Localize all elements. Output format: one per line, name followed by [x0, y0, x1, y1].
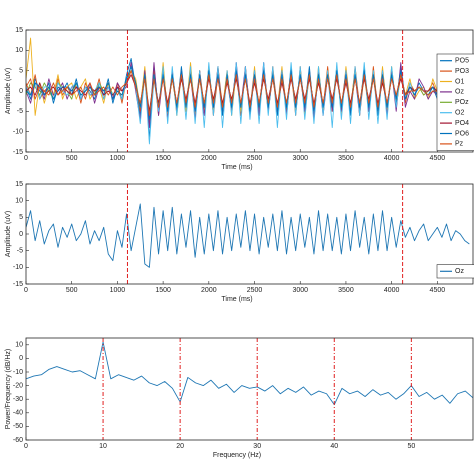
legend-label: PO6	[455, 130, 469, 137]
legend-box	[436, 264, 474, 279]
data-line	[26, 341, 473, 406]
y-tick-label: 15	[15, 27, 23, 34]
legend: PO5 PO3 O1 Oz POz O2 PO4 PO6 Pz	[436, 53, 474, 151]
x-tick-label: 10	[99, 443, 107, 450]
x-axis-label: Time (ms)	[221, 296, 252, 303]
y-axis-label: Power/Frequency (dB/Hz)	[5, 349, 12, 430]
legend-label: PO4	[455, 120, 469, 127]
x-tick-label: 0	[24, 443, 28, 450]
x-tick-label: 1500	[155, 155, 171, 162]
y-tick-label: -30	[13, 396, 23, 403]
x-tick-label: 3500	[338, 287, 354, 294]
y-tick-label: -40	[13, 410, 23, 417]
legend: Oz	[436, 264, 474, 279]
x-tick-label: 1500	[155, 287, 171, 294]
x-tick-label: 2500	[247, 155, 263, 162]
legend-label: O1	[455, 78, 464, 85]
y-tick-label: -10	[13, 369, 23, 376]
x-tick-label: 0	[24, 155, 28, 162]
y-tick-label: -5	[17, 248, 23, 255]
x-axis-label: Frequency (Hz)	[213, 452, 261, 459]
plot-area	[26, 184, 470, 284]
legend-label: Oz	[455, 89, 464, 96]
y-tick-label: -15	[13, 149, 23, 156]
y-tick-label: -50	[13, 423, 23, 430]
y-tick-label: -5	[17, 108, 23, 115]
y-tick-label: -20	[13, 382, 23, 389]
legend-label: PO5	[455, 58, 469, 65]
y-tick-label: 5	[19, 68, 23, 75]
legend-label: Pz	[455, 141, 464, 148]
x-tick-label: 4000	[384, 287, 400, 294]
panel: 0 500 1000 1500 2000 2500 3000 3500 4000 4500 -15 -…	[5, 27, 474, 171]
x-tick-label: 2500	[247, 287, 263, 294]
x-tick-label: 2000	[201, 287, 217, 294]
y-tick-label: 10	[15, 47, 23, 54]
legend-label: POz	[455, 99, 469, 106]
y-tick-label: 5	[19, 214, 23, 221]
y-tick-label: 10	[15, 342, 23, 349]
x-tick-label: 50	[407, 443, 415, 450]
panel: 0 10 20 30 40 50 -60 -50 -40 -30 -20 -10 0 10 Frequenc…	[5, 337, 474, 459]
x-tick-label: 1000	[110, 287, 126, 294]
y-tick-label: 0	[19, 355, 23, 362]
y-tick-label: -60	[13, 437, 23, 444]
x-axis-label: Time (ms)	[221, 164, 252, 171]
y-axis-label: Amplitude (uV)	[5, 68, 12, 114]
x-tick-label: 500	[66, 287, 78, 294]
y-tick-label: -15	[13, 281, 23, 288]
x-tick-label: 4000	[384, 155, 400, 162]
plot-area	[26, 30, 470, 152]
x-tick-label: 3000	[292, 287, 308, 294]
plot-frame	[25, 337, 474, 441]
y-tick-label: 10	[15, 198, 23, 205]
x-tick-label: 1000	[110, 155, 126, 162]
legend-label: O2	[455, 110, 464, 117]
y-tick-label: 0	[19, 88, 23, 95]
data-line	[26, 70, 470, 116]
y-tick-label: 0	[19, 231, 23, 238]
x-tick-label: 0	[24, 287, 28, 294]
plot-background	[26, 338, 473, 440]
plot-area	[26, 338, 473, 440]
legend-label: Oz	[455, 268, 464, 275]
y-tick-label: 15	[15, 181, 23, 188]
y-tick-label: -10	[13, 264, 23, 271]
x-tick-label: 2000	[201, 155, 217, 162]
plot-frame	[25, 183, 474, 285]
y-axis-label: Amplitude (uV)	[5, 211, 12, 257]
legend-label: PO3	[455, 68, 469, 75]
x-tick-label: 3500	[338, 155, 354, 162]
x-tick-label: 20	[176, 443, 184, 450]
x-tick-label: 30	[253, 443, 261, 450]
x-tick-label: 500	[66, 155, 78, 162]
x-tick-label: 3000	[292, 155, 308, 162]
data-line	[26, 203, 470, 268]
y-tick-label: -10	[13, 129, 23, 136]
panel: 0 500 1000 1500 2000 2500 3000 3500 4000 4500 -15 -…	[5, 181, 474, 303]
x-tick-label: 40	[330, 443, 338, 450]
x-tick-label: 4500	[430, 155, 446, 162]
x-tick-label: 4500	[430, 287, 446, 294]
